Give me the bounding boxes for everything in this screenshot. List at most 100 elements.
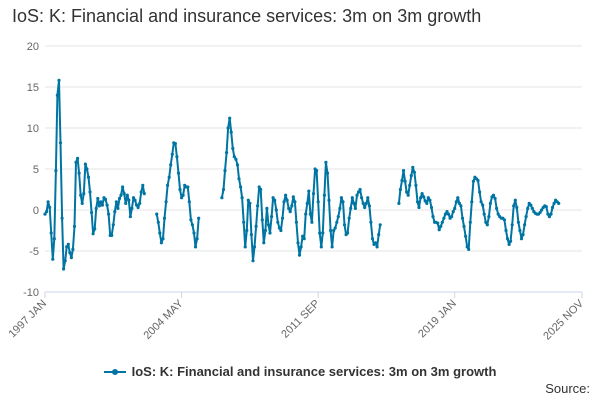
data-point: [515, 205, 519, 210]
data-point: [88, 190, 92, 194]
data-point: [324, 160, 328, 164]
data-point: [451, 210, 455, 214]
data-point: [128, 215, 132, 219]
data-point: [72, 224, 77, 228]
data-point: [141, 183, 145, 187]
data-point: [100, 203, 104, 207]
data-point: [256, 204, 260, 208]
data-point: [521, 233, 525, 237]
data-point: [347, 216, 351, 220]
data-point: [513, 198, 517, 202]
chart-title: IoS: K: Financial and insurance services…: [12, 6, 482, 26]
data-point: [547, 215, 552, 219]
data-point: [117, 196, 122, 201]
data-point: [82, 192, 86, 196]
data-point: [330, 245, 334, 249]
data-point: [304, 212, 308, 216]
data-point: [285, 198, 289, 202]
data-point: [180, 196, 184, 200]
data-point: [538, 210, 542, 215]
data-point: [297, 253, 302, 257]
data-point: [355, 193, 359, 197]
data-point: [440, 220, 444, 224]
data-point: [496, 212, 500, 216]
data-point: [271, 196, 275, 200]
data-point: [443, 212, 447, 216]
data-point: [482, 212, 486, 216]
data-point: [290, 204, 294, 208]
data-point: [229, 130, 233, 134]
data-point: [266, 223, 271, 227]
data-point: [401, 169, 406, 173]
data-point: [456, 196, 460, 200]
data-point: [479, 200, 483, 204]
data-point: [408, 183, 412, 187]
data-point: [287, 206, 291, 210]
gridlines: [45, 45, 582, 293]
data-point: [322, 193, 326, 197]
data-point: [246, 198, 250, 202]
data-point: [364, 201, 368, 205]
data-point: [468, 220, 472, 224]
data-point: [161, 237, 165, 241]
data-point: [361, 201, 365, 205]
data-point: [71, 247, 75, 251]
data-point: [550, 205, 555, 210]
data-point: [495, 206, 499, 210]
data-point: [240, 196, 244, 200]
data-point: [502, 218, 506, 222]
data-point: [124, 201, 128, 205]
data-point: [54, 169, 58, 173]
data-point: [409, 174, 413, 178]
data-point: [294, 220, 298, 224]
y-tick-label: 20: [27, 41, 39, 53]
data-point: [405, 190, 409, 194]
data-point: [436, 221, 440, 225]
data-point: [234, 157, 238, 161]
data-point: [139, 190, 143, 194]
data-point: [46, 200, 50, 204]
data-point: [367, 204, 371, 208]
data-point: [83, 162, 87, 166]
data-point: [173, 142, 177, 146]
data-point: [412, 170, 416, 174]
data-point: [136, 205, 140, 210]
data-point: [375, 245, 379, 249]
data-point: [296, 241, 300, 245]
data-point: [366, 196, 370, 200]
data-point: [282, 200, 286, 204]
data-point: [321, 231, 325, 235]
data-point: [398, 187, 402, 192]
data-point: [342, 223, 347, 227]
data-point: [487, 215, 491, 219]
data-point: [197, 216, 201, 220]
data-point: [91, 232, 95, 236]
data-point: [86, 175, 91, 179]
data-point: [80, 201, 84, 205]
data-point: [284, 193, 288, 197]
y-tick-label: 5: [33, 164, 39, 176]
data-point: [57, 78, 61, 82]
data-point: [338, 206, 342, 210]
data-point: [356, 190, 361, 194]
data-point: [119, 193, 123, 197]
data-point: [530, 206, 534, 210]
legend[interactable]: IoS: K: Financial and insurance services…: [0, 364, 600, 381]
data-point: [62, 267, 66, 271]
data-point: [252, 245, 257, 249]
data-point: [518, 228, 522, 233]
data-point: [63, 259, 67, 263]
data-point: [74, 160, 78, 164]
data-point: [260, 218, 264, 222]
data-point: [237, 177, 241, 181]
data-point: [464, 234, 468, 238]
data-point: [186, 185, 190, 189]
data-point: [470, 200, 474, 204]
data-point: [339, 196, 343, 200]
legend-item[interactable]: IoS: K: Financial and insurance services…: [103, 364, 496, 379]
data-point: [519, 237, 524, 241]
data-point: [131, 196, 136, 200]
data-point: [400, 178, 404, 183]
data-point: [450, 215, 454, 219]
data-point: [293, 200, 297, 204]
